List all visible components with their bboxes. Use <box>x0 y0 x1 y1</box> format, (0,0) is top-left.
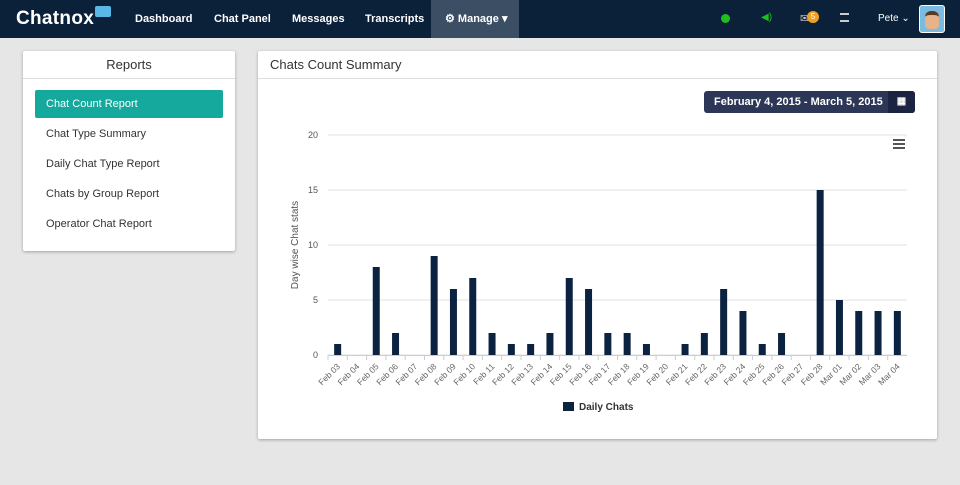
bar <box>623 333 631 355</box>
user-name: Pete <box>878 13 899 24</box>
bar <box>507 344 515 355</box>
y-tick-label: 15 <box>308 185 318 195</box>
bar <box>565 278 573 355</box>
y-axis-title: Day wise Chat stats <box>290 201 301 289</box>
nav-transcripts[interactable]: Transcripts <box>365 13 425 25</box>
top-navbar: Chatnox Dashboard Chat Panel Messages Tr… <box>0 0 960 38</box>
chart-menu-icon[interactable] <box>893 139 905 149</box>
bar <box>700 333 708 355</box>
x-tick-label: Mar 04 <box>876 361 902 387</box>
bar <box>874 311 882 355</box>
bar <box>469 278 477 355</box>
bar <box>488 333 496 355</box>
bar <box>739 311 747 355</box>
mail-badge: 5 <box>807 11 819 23</box>
mail-icon[interactable]: ✉ <box>800 13 810 25</box>
manage-label: Manage <box>457 13 499 25</box>
calendar-icon[interactable]: ▦ <box>888 91 915 113</box>
nav-manage[interactable]: ⚙ Manage ▾ <box>431 0 519 38</box>
summary-title: Chats Count Summary <box>258 51 937 79</box>
report-chats-by-group[interactable]: Chats by Group Report <box>46 188 160 200</box>
bar <box>758 344 766 355</box>
list-icon[interactable] <box>840 13 849 22</box>
bar <box>334 344 342 355</box>
summary-panel: Chats Count Summary February 4, 2015 - M… <box>258 51 937 439</box>
nav-dashboard[interactable]: Dashboard <box>135 13 193 25</box>
reports-title: Reports <box>23 51 235 79</box>
bar <box>720 289 728 355</box>
report-chat-count[interactable]: Chat Count Report <box>35 90 223 118</box>
brand-logo[interactable]: Chatnox <box>16 6 112 30</box>
nav-messages[interactable]: Messages <box>292 13 345 25</box>
bar <box>855 311 863 355</box>
user-menu[interactable]: Pete ⌄ <box>878 13 910 24</box>
bar <box>604 333 612 355</box>
bar <box>372 267 380 355</box>
nav-chat-panel[interactable]: Chat Panel <box>214 13 271 25</box>
brand-name: Chatnox <box>16 8 95 29</box>
sound-icon[interactable]: ◀) <box>761 12 773 23</box>
bar <box>778 333 786 355</box>
chat-bubble-icon <box>95 6 112 17</box>
y-tick-label: 5 <box>313 295 318 305</box>
bar <box>835 300 843 355</box>
date-range-label: February 4, 2015 - March 5, 2015 <box>714 96 883 108</box>
legend-swatch <box>563 402 574 411</box>
y-tick-label: 0 <box>313 350 318 360</box>
bar <box>527 344 535 355</box>
y-tick-label: 20 <box>308 130 318 140</box>
avatar[interactable] <box>919 5 945 33</box>
bar <box>392 333 400 355</box>
bar <box>585 289 593 355</box>
bar <box>816 190 824 355</box>
caret-down-icon: ▾ <box>501 13 508 25</box>
bar <box>430 256 438 355</box>
y-tick-label: 10 <box>308 240 318 250</box>
bar <box>546 333 554 355</box>
report-chat-type-summary[interactable]: Chat Type Summary <box>46 128 147 140</box>
bar <box>449 289 457 355</box>
date-range-picker[interactable]: February 4, 2015 - March 5, 2015 ▦ <box>704 91 915 113</box>
bar <box>893 311 901 355</box>
gears-icon: ⚙ <box>445 13 458 25</box>
online-toggle-icon[interactable] <box>721 14 730 23</box>
reports-panel: Reports Chat Count Report Chat Type Summ… <box>23 51 235 251</box>
report-daily-chat-type[interactable]: Daily Chat Type Report <box>46 158 160 170</box>
bar <box>681 344 689 355</box>
bar <box>642 344 650 355</box>
report-operator-chat[interactable]: Operator Chat Report <box>46 218 152 230</box>
legend-label: Daily Chats <box>579 402 634 413</box>
